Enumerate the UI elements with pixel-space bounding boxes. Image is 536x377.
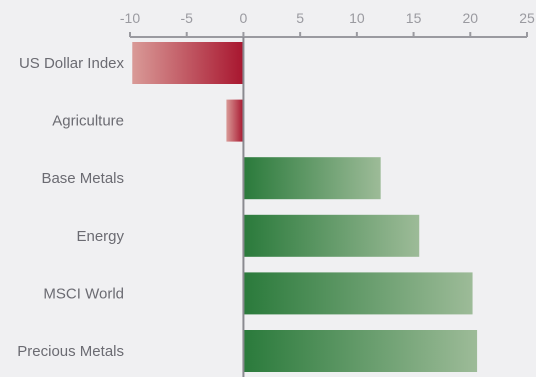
x-tick-label: -10 [120, 10, 140, 26]
bars [132, 42, 478, 372]
bar-precious-metals [243, 330, 478, 372]
bar-msci-world [243, 272, 473, 315]
category-label: Precious Metals [17, 343, 124, 360]
category-label: MSCI World [43, 285, 124, 302]
x-tick-label: 15 [406, 10, 422, 26]
category-label: Energy [76, 228, 124, 245]
category-label: Agriculture [52, 113, 124, 130]
category-label: US Dollar Index [19, 55, 125, 72]
category-labels: US Dollar Index Agriculture Base Metals Ene… [17, 55, 124, 360]
x-tick-label: 0 [240, 10, 248, 26]
x-tick-label: -5 [180, 10, 193, 26]
x-tick-label: 25 [519, 10, 535, 26]
bar-us-dollar-index [132, 42, 244, 84]
bar-base-metals [243, 157, 381, 200]
bar-energy [243, 214, 420, 257]
x-tick-label: 10 [349, 10, 365, 26]
bar-agriculture [226, 99, 244, 142]
x-tick-label: 5 [296, 10, 304, 26]
category-label: Base Metals [41, 170, 124, 187]
x-axis: -10 -5 0 5 10 15 20 25 [120, 10, 535, 38]
x-tick-label: 20 [462, 10, 478, 26]
